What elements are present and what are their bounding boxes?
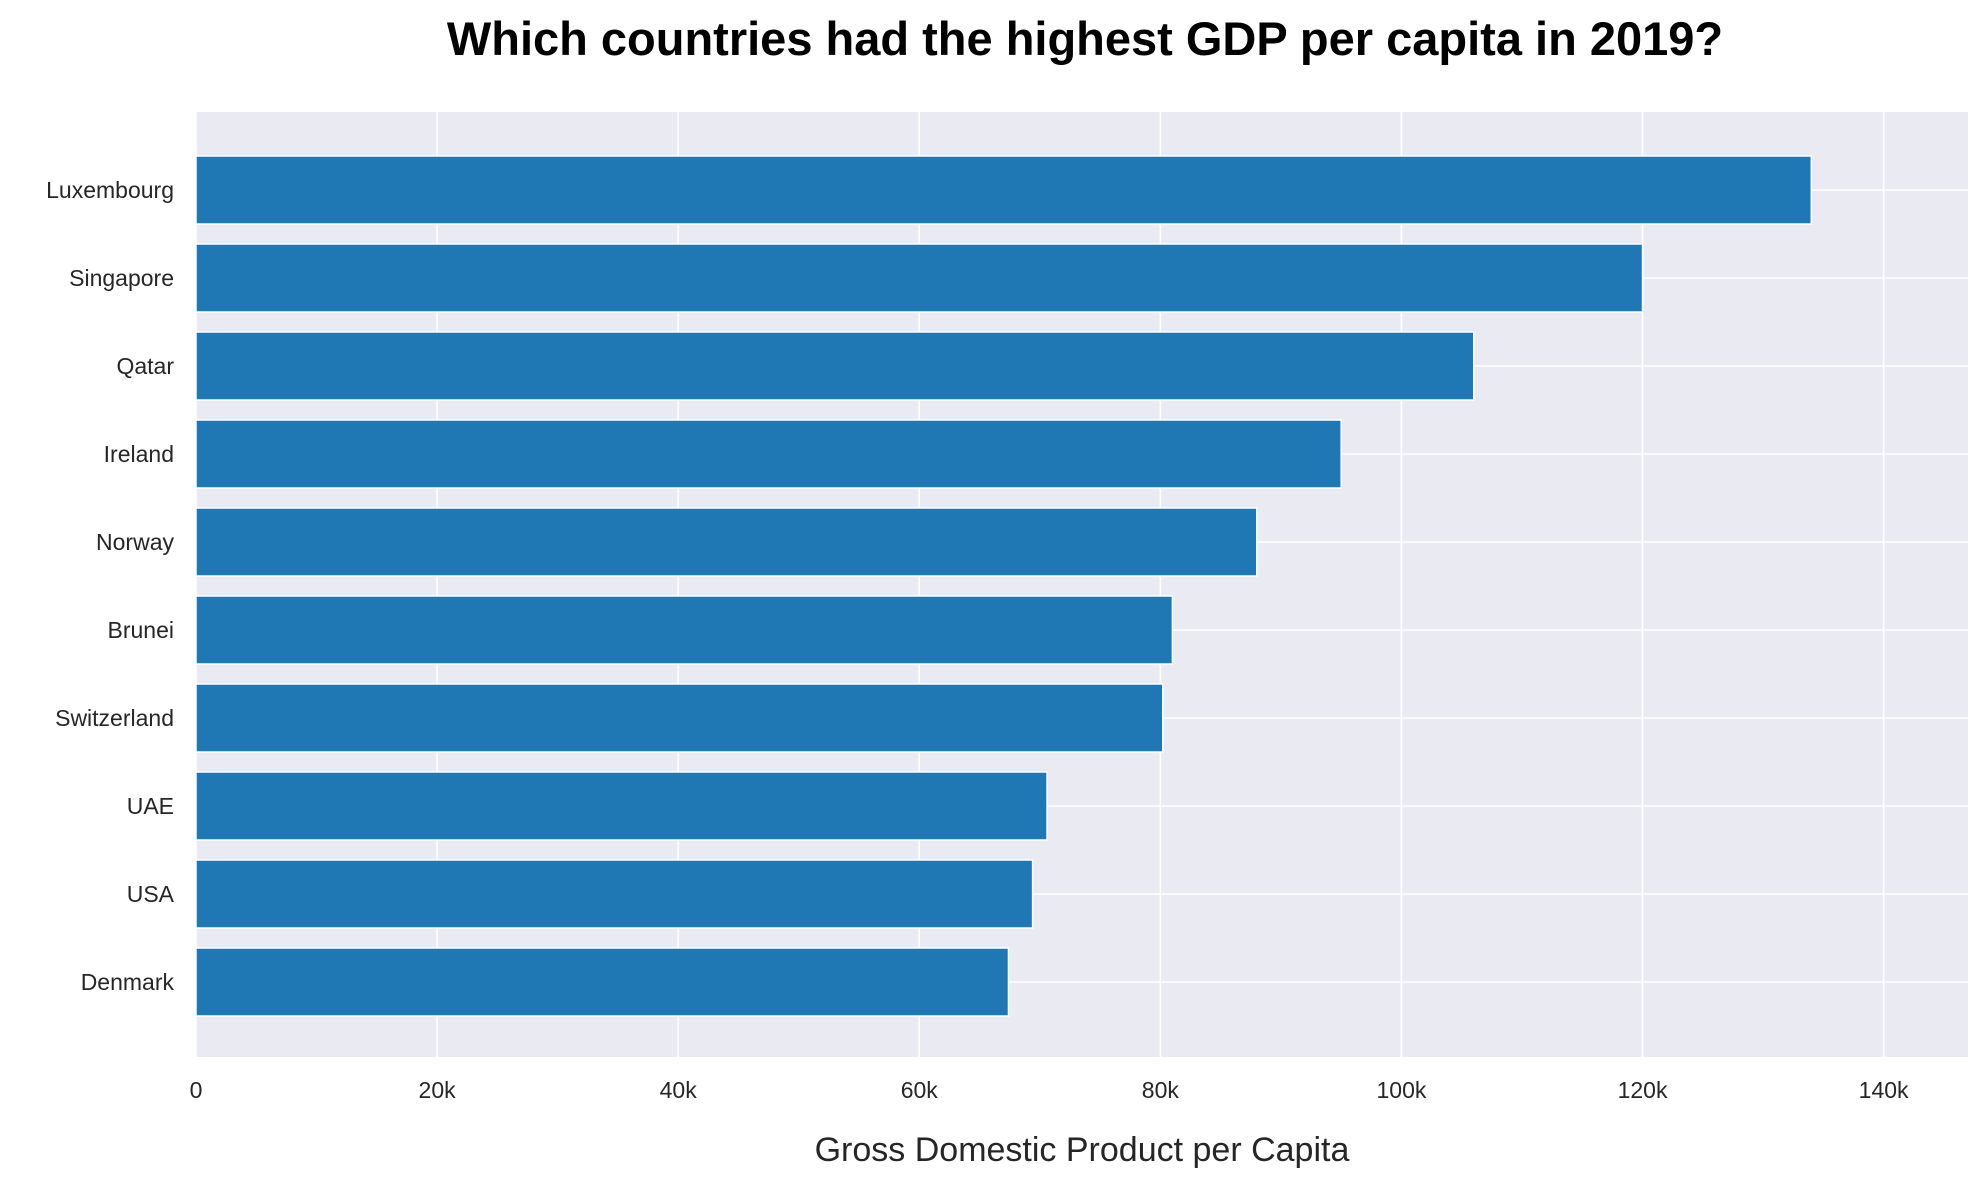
- bar-qatar: [195, 331, 1475, 401]
- category-label: Ireland: [104, 441, 174, 467]
- category-labels: Luxembourg Singapore Qatar Ireland Norway Bru…: [46, 177, 175, 995]
- category-label: Norway: [96, 529, 174, 555]
- category-label: UAE: [127, 793, 174, 819]
- category-label: USA: [127, 881, 175, 907]
- x-tick-label: 0: [190, 1077, 203, 1103]
- category-label: Denmark: [81, 969, 175, 995]
- x-tick-label: 120k: [1618, 1077, 1668, 1103]
- x-tick-label: 80k: [1142, 1077, 1180, 1103]
- bar-brunei: [195, 595, 1174, 665]
- category-label: Switzerland: [55, 705, 174, 731]
- x-tick-label: 40k: [660, 1077, 698, 1103]
- bar-usa: [195, 859, 1034, 929]
- category-label: Singapore: [69, 265, 174, 291]
- x-tick-label: 20k: [419, 1077, 457, 1103]
- x-tick-label: 140k: [1859, 1077, 1909, 1103]
- bar-singapore: [195, 243, 1644, 313]
- bars: [195, 155, 1813, 1017]
- category-label: Brunei: [108, 617, 174, 643]
- x-tick-labels: 0 20k 40k 60k 80k 100k 120k 140k: [190, 1077, 1909, 1103]
- x-tick-label: 100k: [1377, 1077, 1427, 1103]
- bar-norway: [195, 507, 1258, 577]
- bar-switzerland: [195, 683, 1164, 753]
- category-label: Qatar: [116, 353, 174, 379]
- bar-denmark: [195, 947, 1010, 1017]
- bar-luxembourg: [195, 155, 1813, 225]
- category-label: Luxembourg: [46, 177, 174, 203]
- chart-title: Which countries had the highest GDP per …: [447, 12, 1723, 65]
- bar-ireland: [195, 419, 1342, 489]
- x-tick-label: 60k: [901, 1077, 939, 1103]
- bar-uae: [195, 771, 1048, 841]
- x-axis-title: Gross Domestic Product per Capita: [815, 1131, 1350, 1169]
